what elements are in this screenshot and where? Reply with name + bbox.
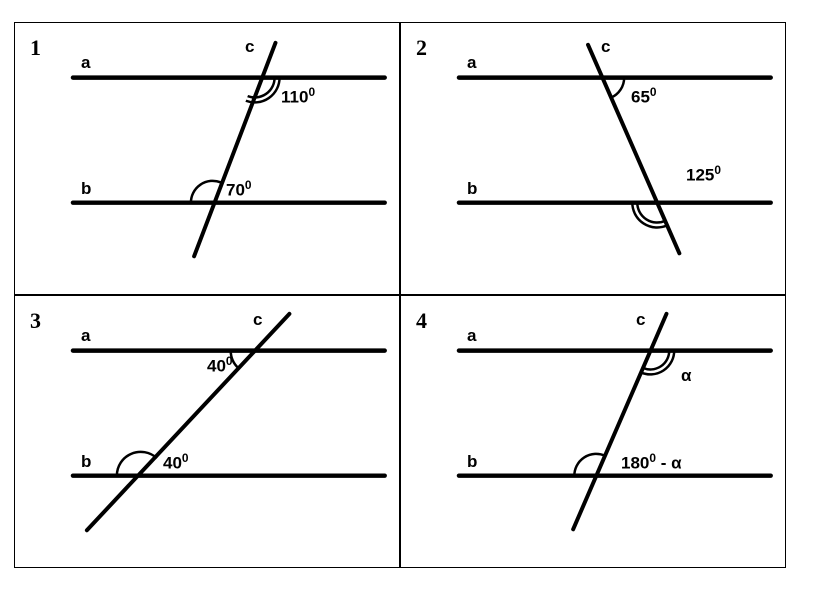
geometry-diagram <box>15 296 399 567</box>
panel-4: 4abcα1800 - α <box>400 295 786 568</box>
angle-label: 400 <box>163 451 189 474</box>
geometry-diagram <box>15 23 399 294</box>
angle-tail: - α <box>656 454 682 473</box>
degree-symbol: 0 <box>650 85 657 99</box>
angle-value: α <box>681 366 691 385</box>
panel-3: 3abc400400 <box>14 295 400 568</box>
angle-label: 400 <box>207 354 233 377</box>
angle-label: 1250 <box>686 163 721 186</box>
line-c-label: c <box>636 310 645 330</box>
angle-value: 110 <box>281 88 308 107</box>
angle-label: 1100 <box>281 85 315 108</box>
degree-symbol: 0 <box>182 451 189 465</box>
line-a-label: a <box>467 53 476 73</box>
angle-label: 1800 - α <box>621 451 682 474</box>
angle-label: 650 <box>631 85 657 108</box>
angle-value: 180 <box>621 454 649 473</box>
line-c-label: c <box>601 37 610 57</box>
diagram-grid: 1abc11007002abc65012503abc4004004abcα180… <box>14 22 786 568</box>
angle-value: 40 <box>163 454 182 473</box>
line-b-label: b <box>81 452 91 472</box>
angle-value: 65 <box>631 88 650 107</box>
degree-symbol: 0 <box>714 163 721 177</box>
angle-label: α <box>681 366 691 386</box>
line-a-label: a <box>81 53 90 73</box>
degree-symbol: 0 <box>308 85 315 99</box>
line-b-label: b <box>467 179 477 199</box>
degree-symbol: 0 <box>245 178 252 192</box>
angle-value: 40 <box>207 357 226 376</box>
panel-1: 1abc1100700 <box>14 22 400 295</box>
line-b-label: b <box>81 179 91 199</box>
angle-value: 70 <box>226 181 245 200</box>
line-a-label: a <box>81 326 90 346</box>
angle-label: 700 <box>226 178 252 201</box>
degree-symbol: 0 <box>226 354 233 368</box>
degree-symbol: 0 <box>649 451 656 465</box>
line-a-label: a <box>467 326 476 346</box>
line-c-label: c <box>253 310 262 330</box>
geometry-diagram <box>401 23 785 294</box>
line-c-label: c <box>245 37 254 57</box>
angle-value: 125 <box>686 166 714 185</box>
geometry-diagram <box>401 296 785 567</box>
line-b-label: b <box>467 452 477 472</box>
panel-2: 2abc6501250 <box>400 22 786 295</box>
